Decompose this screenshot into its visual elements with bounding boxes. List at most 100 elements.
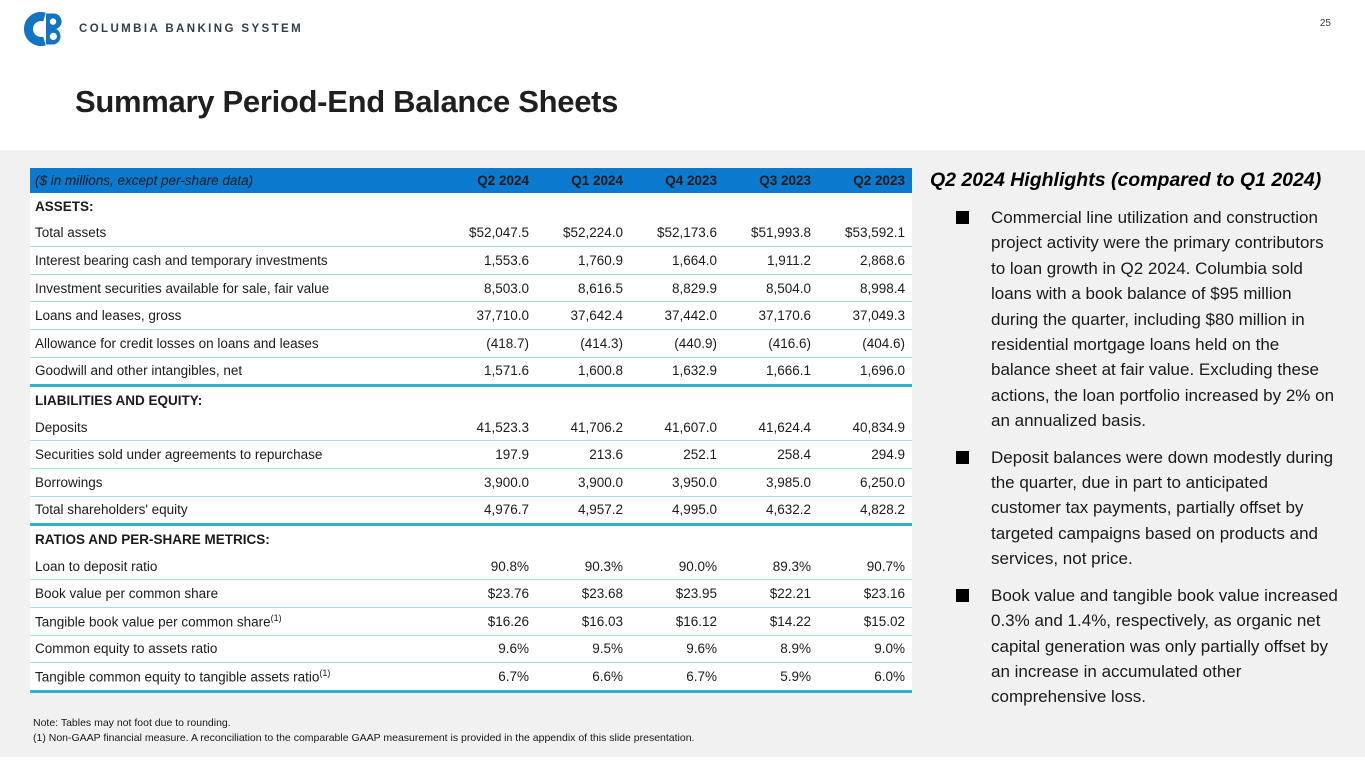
section-header-row: LIABILITIES AND EQUITY: (30, 387, 912, 414)
row-label: Investment securities available for sale… (35, 280, 330, 296)
cell-value: 9.0% (874, 641, 905, 657)
cell-value: 294.9 (871, 447, 905, 463)
cell-value: (414.3) (580, 335, 623, 351)
cell-value: 37,710.0 (476, 308, 529, 324)
cell-value: $15.02 (863, 613, 905, 629)
slide-title: Summary Period-End Balance Sheets (75, 84, 619, 119)
section-header-row: RATIOS AND PER-SHARE METRICS: (30, 526, 912, 553)
cell-value: 90.0% (678, 558, 717, 574)
cell-value: (418.7) (486, 335, 529, 351)
table-row: Loans and leases, gross 37,710.0 37,642.4 3… (30, 302, 912, 330)
cell-value: $23.68 (581, 586, 623, 602)
table-row: Total assets $52,047.5 $52,224.0 $52,173.6 $… (30, 220, 912, 248)
cell-value: 213.6 (589, 447, 623, 463)
column-header: Q2 2024 (477, 173, 529, 188)
row-label: Goodwill and other intangibles, net (35, 363, 243, 379)
table-row: Interest bearing cash and temporary inve… (30, 247, 912, 275)
section-label: ASSETS: (35, 198, 94, 214)
row-label: Deposits (35, 419, 88, 435)
highlights-heading: Q2 2024 Highlights (compared to Q1 2024) (930, 169, 1322, 191)
cell-value: 8,504.0 (765, 280, 811, 296)
footnotes: Note: Tables may not foot due to roundin… (33, 716, 694, 745)
bullet-square-icon (956, 211, 969, 224)
cell-value: 9.6% (686, 641, 717, 657)
column-header: Q3 2023 (759, 173, 811, 188)
table-row: Goodwill and other intangibles, net 1,571… (30, 358, 912, 388)
table-row: Common equity to assets ratio 9.6% 9.5% 9.6… (30, 636, 912, 664)
highlight-bullet: Deposit balances were down modestly duri… (930, 445, 1344, 572)
table-row: Investment securities available for sale… (30, 275, 912, 303)
cell-value: $14.22 (769, 613, 811, 629)
cell-value: 6.7% (686, 668, 717, 684)
cell-value: $23.16 (863, 586, 905, 602)
cell-value: 37,049.3 (852, 308, 905, 324)
cell-value: 41,706.2 (570, 419, 623, 435)
table-row: Book value per common share $23.76 $23.68 $… (30, 580, 912, 608)
cell-value: 90.3% (584, 558, 623, 574)
cell-value: 4,828.2 (859, 502, 905, 518)
cell-value: 2,868.6 (859, 252, 905, 268)
cell-value: 6.0% (874, 668, 905, 684)
cell-value: $52,047.5 (468, 225, 529, 241)
table-row: Allowance for credit losses on loans and… (30, 330, 912, 358)
cell-value: $16.12 (675, 613, 717, 629)
cell-value: 9.5% (592, 641, 623, 657)
column-header: Q1 2024 (571, 173, 623, 188)
cell-value: $53,592.1 (844, 225, 905, 241)
section-header-row: ASSETS: (30, 193, 912, 220)
cell-value: $52,224.0 (562, 225, 623, 241)
table-row: Borrowings 3,900.0 3,900.0 3,950.0 3,985.0 6,… (30, 469, 912, 497)
cell-value: 6,250.0 (859, 474, 905, 490)
cb-logo-icon (24, 12, 62, 46)
cell-value: 1,632.9 (671, 363, 717, 379)
company-name: COLUMBIA BANKING SYSTEM (79, 23, 304, 35)
cell-value: 1,666.1 (765, 363, 811, 379)
cell-value: 4,995.0 (671, 502, 717, 518)
row-label: Allowance for credit losses on loans and… (35, 335, 319, 351)
row-label: Loans and leases, gross (35, 308, 182, 324)
section-label: LIABILITIES AND EQUITY: (35, 392, 203, 408)
table-row: Loan to deposit ratio 90.8% 90.3% 90.0% 89.3… (30, 553, 912, 581)
cell-value: 3,900.0 (577, 474, 623, 490)
cell-value: 1,600.8 (577, 363, 623, 379)
highlights-list: Commercial line utilization and construc… (930, 205, 1344, 710)
section-label: RATIOS AND PER-SHARE METRICS: (35, 531, 270, 547)
table-row: Total shareholders' equity 4,976.7 4,957.2… (30, 497, 912, 527)
table-row: Tangible book value per common share(1) $… (30, 608, 912, 636)
bullet-square-icon (956, 588, 969, 602)
table-row: Securities sold under agreements to repu… (30, 441, 912, 469)
cell-value: 1,664.0 (671, 252, 717, 268)
cell-value: 41,624.4 (758, 419, 811, 435)
cell-value: 8.9% (780, 641, 811, 657)
cell-value: 37,442.0 (664, 308, 717, 324)
cell-value: 1,911.2 (766, 252, 811, 268)
cell-value: $16.26 (487, 613, 529, 629)
table-unit-note: ($ in millions, except per-share data) (35, 173, 254, 188)
cell-value: 258.4 (777, 447, 811, 463)
cell-value: $16.03 (581, 613, 623, 629)
cell-value: 8,998.4 (859, 280, 905, 296)
cell-value: 1,696.0 (859, 363, 905, 379)
highlight-bullet: Commercial line utilization and construc… (930, 205, 1344, 434)
cell-value: 8,829.9 (671, 280, 717, 296)
balance-sheet-table: ($ in millions, except per-share data) Q… (30, 168, 912, 693)
cell-value: 4,976.7 (483, 502, 529, 518)
company-logo: COLUMBIA BANKING SYSTEM (22, 11, 303, 47)
cell-value: (416.6) (768, 335, 811, 351)
row-label: Book value per common share (35, 586, 219, 602)
cell-value: 41,523.3 (476, 419, 529, 435)
row-label: Total assets (35, 225, 107, 241)
column-header: Q4 2023 (665, 173, 717, 188)
cell-value: 1,553.6 (483, 252, 529, 268)
cell-value: 8,616.5 (577, 280, 623, 296)
cell-value: $52,173.6 (656, 225, 717, 241)
cell-value: 89.3% (772, 558, 811, 574)
cell-value: 40,834.9 (852, 419, 905, 435)
table-row: Deposits 41,523.3 41,706.2 41,607.0 41,624.4… (30, 414, 912, 442)
cell-value: 90.7% (866, 558, 905, 574)
row-label: Loan to deposit ratio (35, 558, 158, 574)
table-body: ASSETS: Total assets $52,047.5 $52,224.0 $52… (30, 193, 912, 693)
cell-value: 252.1 (683, 447, 717, 463)
cell-value: $22.21 (769, 586, 811, 602)
row-label: Borrowings (35, 474, 103, 490)
